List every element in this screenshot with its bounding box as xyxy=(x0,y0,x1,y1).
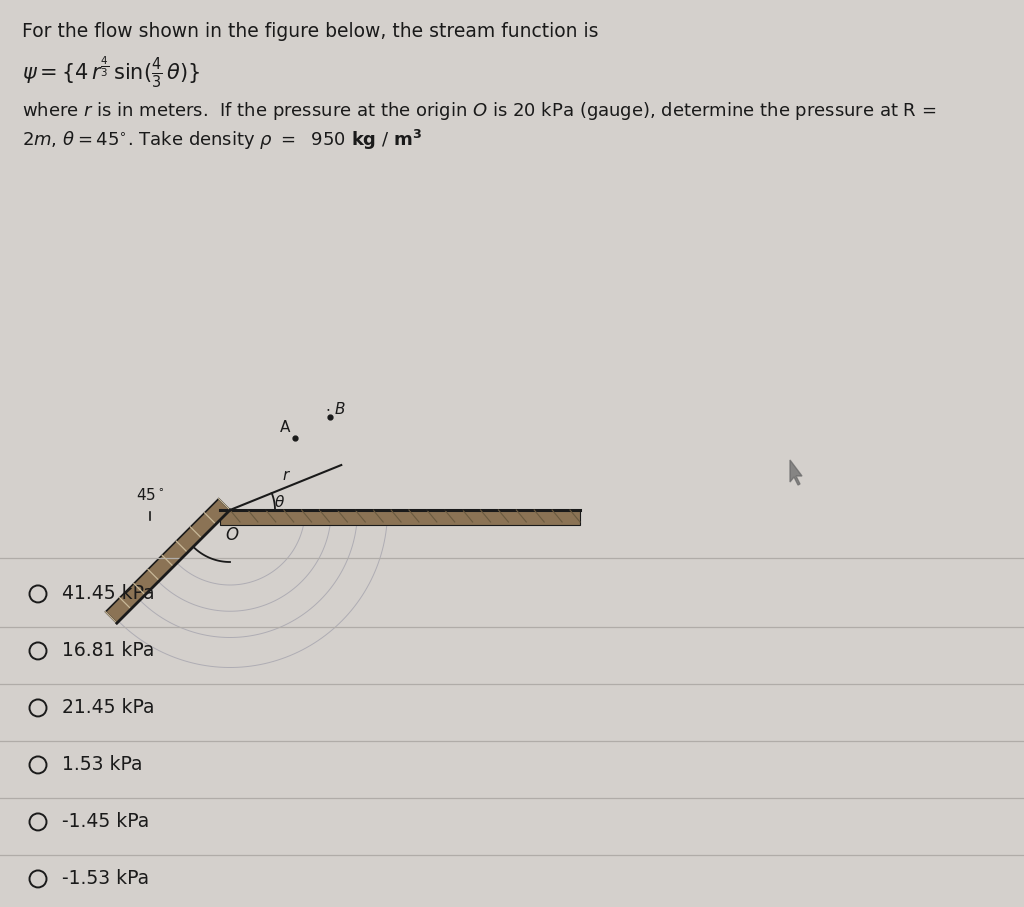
Text: -1.45 kPa: -1.45 kPa xyxy=(62,813,150,832)
Text: 41.45 kPa: 41.45 kPa xyxy=(62,584,155,603)
Text: $B$: $B$ xyxy=(334,401,346,417)
Text: 21.45 kPa: 21.45 kPa xyxy=(62,698,155,717)
Text: $\psi = \{4\,r^{\frac{4}{3}}\,\sin(\frac{4}{3}\,\theta)\}$: $\psi = \{4\,r^{\frac{4}{3}}\,\sin(\frac… xyxy=(22,55,200,91)
Text: $45^\circ$: $45^\circ$ xyxy=(135,487,164,503)
Text: $2m,\, \theta = 45^{\circ}$. Take density $\rho\ =\ \ 950\ \mathbf{kg}\ /\ \math: $2m,\, \theta = 45^{\circ}$. Take densit… xyxy=(22,128,422,152)
Text: where $r$ is in meters.  If the pressure at the origin $O$ is 20 kPa (gauge), de: where $r$ is in meters. If the pressure … xyxy=(22,100,936,122)
Polygon shape xyxy=(790,460,802,485)
FancyBboxPatch shape xyxy=(220,510,580,525)
Text: 16.81 kPa: 16.81 kPa xyxy=(62,641,155,660)
Text: $\theta$: $\theta$ xyxy=(274,494,286,510)
Text: -1.53 kPa: -1.53 kPa xyxy=(62,870,150,889)
Text: $r$: $r$ xyxy=(283,467,291,483)
Polygon shape xyxy=(105,499,230,623)
Text: $\cdot$: $\cdot$ xyxy=(326,402,331,416)
Text: A: A xyxy=(280,421,290,435)
Text: 1.53 kPa: 1.53 kPa xyxy=(62,756,142,775)
Text: For the flow shown in the figure below, the stream function is: For the flow shown in the figure below, … xyxy=(22,22,598,41)
Text: $O$: $O$ xyxy=(225,526,240,544)
